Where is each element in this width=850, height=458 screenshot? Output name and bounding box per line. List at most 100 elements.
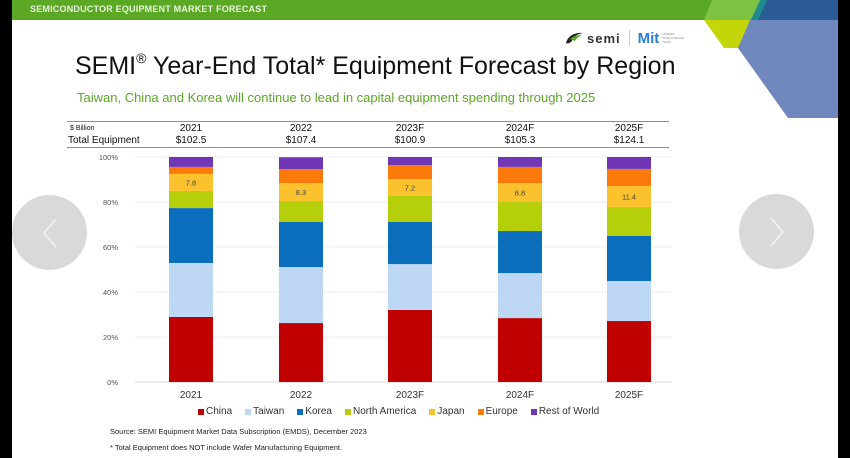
x-tick-label: 2024F: [506, 390, 534, 401]
bar-segment-china: [169, 316, 213, 382]
table-total-4: $124.1: [613, 135, 645, 146]
chart-legend: China Taiwan Korea North America Japan Europe…: [198, 406, 599, 417]
legend-swatch: [429, 408, 436, 415]
table-year-2: 2023F: [395, 123, 425, 134]
bar-segment-taiwan: [388, 264, 432, 310]
table-total-0: $102.5: [175, 135, 207, 146]
bar-segment-japan: [388, 179, 432, 196]
bar-segment-china: [607, 321, 651, 382]
legend-item: Korea: [297, 406, 332, 417]
bar-segment-europe: [279, 169, 323, 184]
bar-segment-europe: [169, 166, 213, 174]
y-tick-label: 100%: [99, 153, 119, 162]
y-tick-label: 0%: [107, 378, 118, 387]
table-unit-label: $ Billion: [70, 125, 95, 132]
bar-segment-korea: [498, 231, 542, 274]
legend-item: Rest of World: [530, 406, 599, 417]
data-label: 7.2: [405, 183, 415, 192]
logo: semi Mit MARKET INTELLIGENCE TEAM: [564, 28, 688, 48]
legend-item: China: [198, 406, 232, 417]
source-note: Source: SEMI Equipment Market Data Subsc…: [110, 427, 367, 436]
table-bottom-rule: [67, 147, 669, 148]
bar-segment-rest-of-world: [607, 157, 651, 169]
y-tick-label: 20%: [103, 333, 118, 342]
title-semi: SEMI: [75, 52, 137, 80]
bar-segment-china: [279, 323, 323, 382]
mit-logo-text: Mit: [637, 29, 660, 47]
header-banner: SEMICONDUCTOR EQUIPMENT MARKET FORECAST: [12, 0, 742, 20]
bar-segment-north-america: [388, 195, 432, 223]
data-label: 8.3: [296, 188, 306, 197]
bar-segment-rest-of-world: [388, 157, 432, 166]
legend-label: Europe: [485, 406, 518, 417]
bar-segment-taiwan: [498, 273, 542, 319]
legend-swatch: [530, 408, 537, 415]
data-label: 11.4: [622, 192, 636, 201]
stacked-bar-chart: 0% 20% 40% 60% 80% 100% 7.8 2021 8.3 2022 7.2 2023F…: [99, 153, 672, 401]
table-year-0: 2021: [179, 123, 203, 134]
bar-segment-europe: [607, 168, 651, 187]
y-tick-label: 40%: [103, 288, 118, 297]
legend-item: Japan: [429, 406, 465, 417]
bar-segment-north-america: [498, 202, 542, 232]
legend-swatch: [477, 408, 484, 415]
table-year-1: 2022: [289, 123, 313, 134]
table-total-1: $107.4: [285, 135, 317, 146]
bar-segment-taiwan: [169, 262, 213, 317]
data-label: 8.8: [515, 189, 525, 198]
bar-segment-rest-of-world: [498, 157, 542, 167]
bar-segment-japan: [279, 183, 323, 202]
chevron-left-icon: [42, 217, 57, 248]
legend-item: North America: [344, 406, 416, 417]
legend-label: Korea: [305, 406, 332, 417]
bar-segment-japan: [498, 183, 542, 202]
data-label: 7.8: [186, 178, 196, 187]
page-title: SEMI® Year-End Total* Equipment Forecast…: [75, 50, 675, 81]
mit-logo-subtext: MARKET INTELLIGENCE TEAM: [662, 32, 684, 44]
slide: SEMICONDUCTOR EQUIPMENT MARKET FORECAST …: [12, 0, 838, 458]
bar-segment-europe: [388, 165, 432, 180]
x-tick-label: 2023F: [396, 390, 424, 401]
bar-segment-taiwan: [607, 280, 651, 322]
y-tick-label: 80%: [103, 198, 118, 207]
bar-segment-japan: [169, 173, 213, 191]
x-tick-label: 2021: [180, 390, 203, 401]
bar-segment-china: [498, 318, 542, 382]
previous-slide-button[interactable]: [12, 195, 87, 270]
table-total-2: $100.9: [394, 135, 426, 146]
x-tick-label: 2025F: [615, 390, 643, 401]
banner-title: SEMICONDUCTOR EQUIPMENT MARKET FORECAST: [30, 4, 268, 14]
title-rest: Year-End Total* Equipment Forecast by Re…: [146, 52, 676, 80]
bar-segment-korea: [279, 222, 323, 268]
table-year-4: 2025F: [614, 123, 644, 134]
legend-swatch: [198, 408, 204, 415]
footnote: * Total Equipment does NOT include Wafer…: [110, 443, 343, 452]
legend-label: Japan: [437, 406, 465, 417]
bar-segment-korea: [607, 235, 651, 281]
bar-segment-north-america: [169, 190, 213, 209]
bar-segment-north-america: [607, 206, 651, 236]
subtitle: Taiwan, China and Korea will continue to…: [77, 90, 596, 105]
bar-segment-japan: [607, 186, 651, 207]
chevron-right-icon: [769, 216, 784, 247]
semi-logo-text: semi: [587, 30, 621, 46]
semi-logo-icon: [566, 32, 583, 44]
registered-mark: ®: [136, 50, 147, 66]
table-row-label: Total Equipment: [68, 135, 140, 146]
bar-segment-korea: [388, 222, 432, 265]
legend-swatch: [297, 408, 304, 415]
bar-segment-china: [388, 310, 432, 382]
y-tick-label: 60%: [103, 243, 118, 252]
x-tick-label: 2022: [290, 390, 313, 401]
logo-separator: [628, 30, 630, 46]
legend-swatch: [245, 408, 252, 415]
next-slide-button[interactable]: [739, 194, 814, 269]
legend-item: Europe: [477, 406, 518, 417]
table-year-3: 2024F: [505, 123, 535, 134]
bar-segment-north-america: [279, 201, 323, 223]
legend-swatch: [344, 408, 351, 415]
bar-segment-rest-of-world: [169, 157, 213, 167]
bar-segment-europe: [498, 166, 542, 184]
legend-label: Taiwan: [253, 406, 285, 417]
legend-item: Taiwan: [245, 406, 284, 417]
